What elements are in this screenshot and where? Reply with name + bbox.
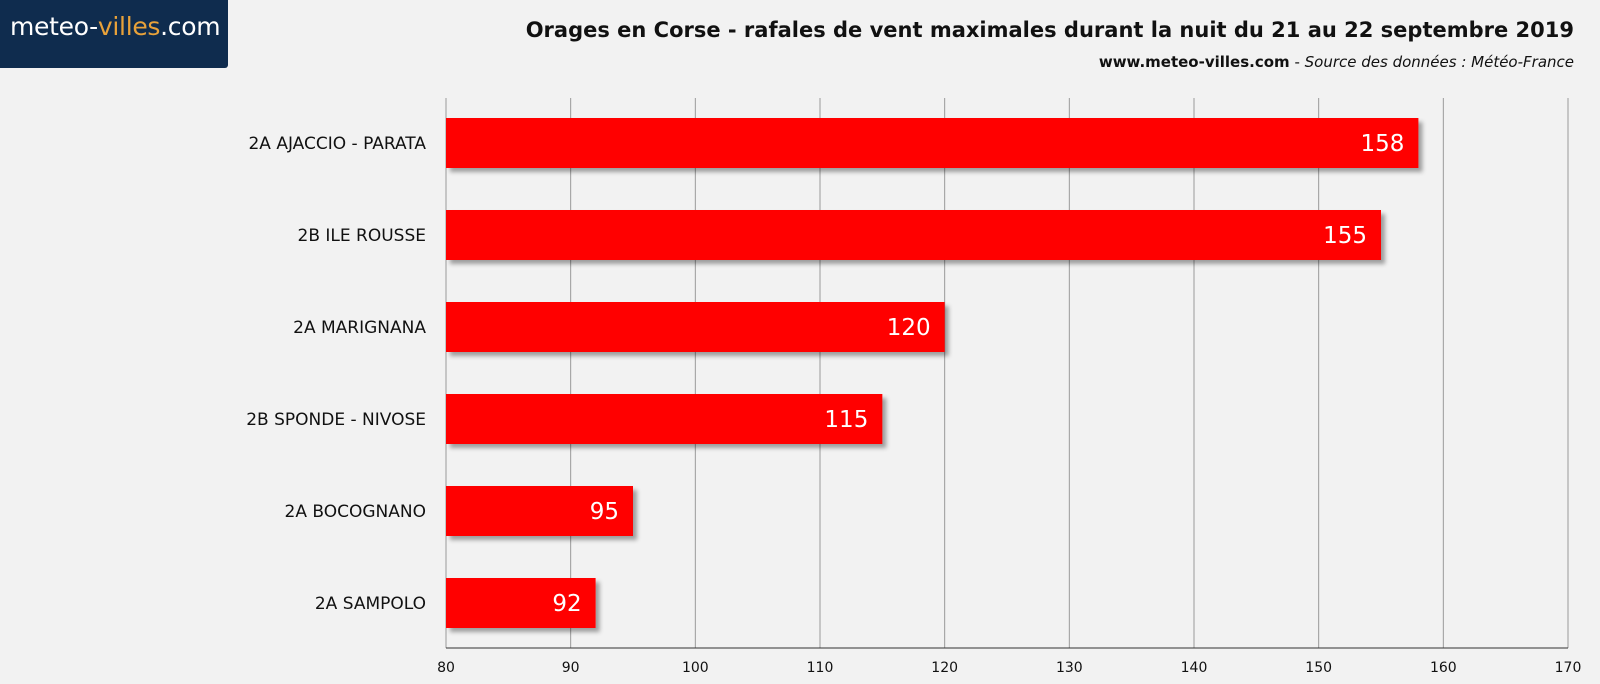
category-label: 2A MARIGNANA	[293, 318, 426, 338]
bar-value-label: 92	[552, 591, 581, 617]
category-label: 2A SAMPOLO	[315, 594, 426, 614]
x-tick-label: 140	[1181, 660, 1208, 676]
x-tick-label: 130	[1056, 660, 1083, 676]
logo-text-main: meteo-	[10, 12, 98, 41]
site-url[interactable]: www.meteo-villes.com	[1098, 53, 1290, 71]
chart-title: Orages en Corse - rafales de vent maxima…	[525, 18, 1574, 42]
bar	[446, 302, 945, 352]
bar-value-label: 95	[590, 499, 619, 525]
bar-value-label: 158	[1360, 131, 1404, 157]
chart-subtitle: www.meteo-villes.com - Source des donnée…	[1099, 53, 1574, 71]
bar	[446, 578, 596, 628]
x-tick-label: 150	[1305, 660, 1332, 676]
bar-value-label: 115	[824, 407, 868, 433]
logo-text-accent: villes	[97, 12, 161, 41]
bar	[446, 118, 1419, 168]
bar	[446, 394, 883, 444]
x-tick-label: 120	[931, 660, 958, 676]
x-tick-label: 110	[807, 660, 834, 676]
subtitle-separator: -	[1289, 53, 1305, 71]
x-tick-label: 80	[437, 660, 455, 676]
category-label: 2A AJACCIO - PARATA	[248, 134, 426, 154]
bar-value-label: 155	[1323, 223, 1367, 249]
logo-text-suffix: .com	[160, 12, 221, 41]
category-label: 2B ILE ROUSSE	[298, 226, 426, 246]
x-tick-label: 170	[1555, 660, 1582, 676]
bar-value-label: 120	[887, 315, 931, 341]
x-tick-label: 160	[1430, 660, 1457, 676]
x-tick-label: 100	[682, 660, 709, 676]
bar	[446, 210, 1381, 260]
x-tick-label: 90	[562, 660, 580, 676]
site-logo[interactable]: meteo-villes .com	[0, 0, 228, 68]
bar	[446, 486, 633, 536]
category-label: 2B SPONDE - NIVOSE	[246, 410, 426, 430]
category-label: 2A BOCOGNANO	[285, 502, 426, 522]
data-source: Source des données : Météo-France	[1304, 53, 1574, 71]
